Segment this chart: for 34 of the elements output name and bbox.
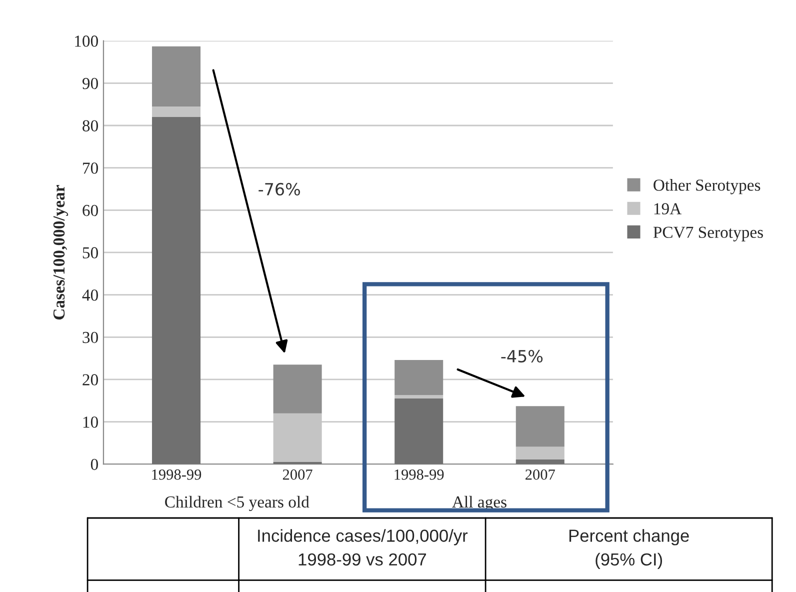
text: Incidence cases/100,000/yr 1998-99 vs 2007	[258, 529, 468, 566]
bar	[516, 446, 564, 460]
annotation: -76%	[258, 182, 300, 196]
y-tick-label: 0	[90, 458, 98, 470]
y-tick-label: 40	[82, 290, 98, 301]
y-tick-label: 20	[82, 374, 98, 386]
y-tick-label: 60	[82, 204, 98, 216]
x-tick-label: 2007	[526, 469, 555, 480]
annotation: -45%	[501, 350, 543, 363]
bar	[394, 398, 444, 464]
bar	[152, 106, 201, 118]
bar	[152, 117, 201, 464]
y-tick-label: 50	[82, 247, 98, 258]
y-tick-label: 30	[82, 332, 98, 344]
legend-label: Other Serotypes	[654, 179, 760, 194]
bar	[394, 395, 444, 399]
y-tick-label: 80	[82, 120, 98, 132]
text: Percent change (95% CI)	[569, 529, 689, 570]
legend-label: 19A	[654, 203, 682, 214]
x-tick-label: 2007	[282, 469, 312, 480]
legend-label: PCV7 Serotypes	[653, 226, 763, 242]
bar	[516, 459, 564, 464]
y-tick-label: 70	[83, 162, 98, 174]
text: Children <5 years old	[165, 496, 310, 512]
bar	[394, 360, 444, 396]
y-axis-title: Cases/100,000/year	[53, 185, 68, 320]
y-tick-label: 100	[75, 36, 98, 47]
x-tick-label: 1998-99	[152, 469, 202, 480]
bar	[516, 406, 564, 447]
bar	[273, 364, 322, 414]
bar	[152, 46, 201, 106]
y-tick-label: 90	[82, 78, 98, 90]
y-tick-label: 10	[83, 416, 98, 428]
x-tick-label: 1998-99	[394, 469, 444, 480]
